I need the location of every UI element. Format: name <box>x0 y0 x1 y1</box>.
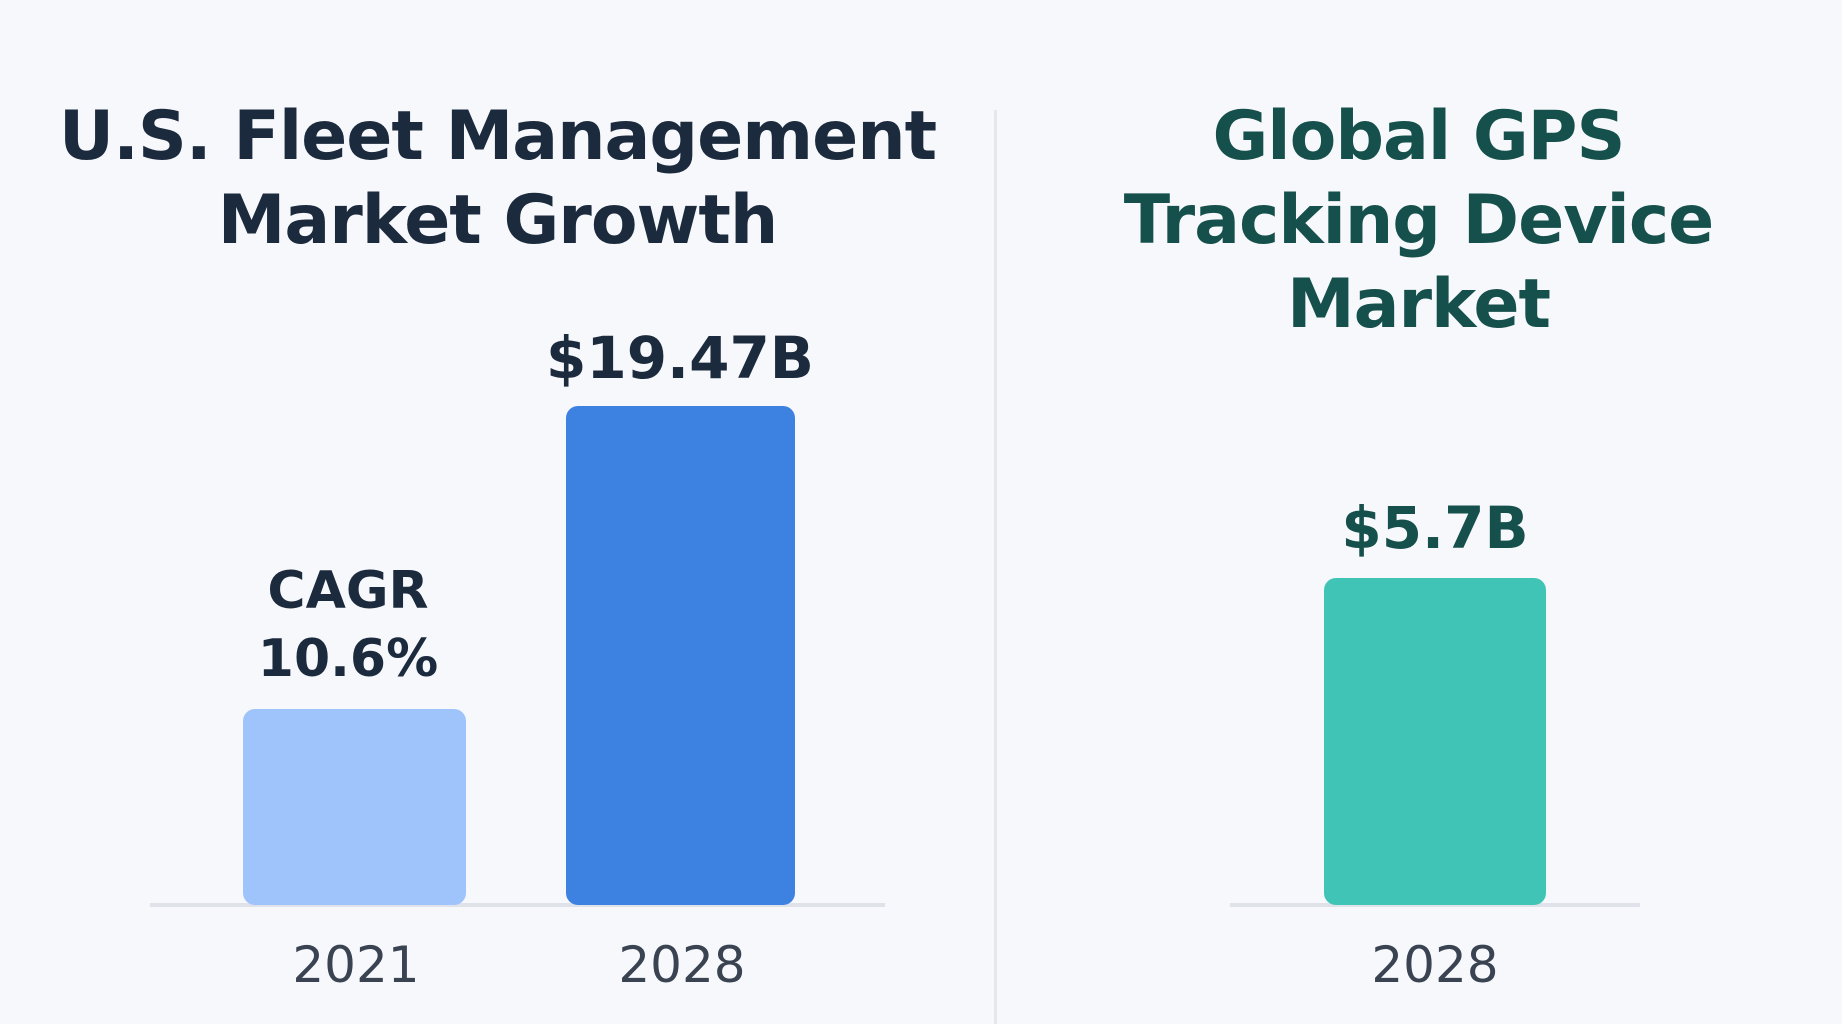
chart-title-line: Market Growth <box>217 181 779 260</box>
chart-title-line: Tracking Device <box>1123 181 1715 260</box>
chart-title: Global GPS Tracking Device Market <box>995 95 1842 347</box>
cagr-annotation-value: 10.6% <box>258 629 438 689</box>
x-tick-label-2028: 2028 <box>618 936 745 994</box>
x-tick-label-2028: 2028 <box>1371 936 1498 994</box>
gps-tracking-bar-chart: $5.7B 2028 <box>1230 494 1640 994</box>
bar-2028 <box>566 406 795 905</box>
bar-2021 <box>243 709 466 905</box>
fleet-management-bar-chart: $19.47B CAGR 10.6% 2021 2028 <box>150 324 885 994</box>
bar-2028 <box>1324 578 1546 905</box>
chart-title-line: Market <box>1286 265 1551 344</box>
chart-title-line: Global GPS <box>1212 97 1625 176</box>
fleet-management-chart-panel: U.S. Fleet Management Market Growth $19.… <box>0 95 995 994</box>
cagr-annotation-label: CAGR <box>267 561 428 621</box>
bar-value-label-2028: $19.47B <box>546 324 814 392</box>
bar-value-label-2028: $5.7B <box>1341 494 1528 562</box>
chart-title: U.S. Fleet Management Market Growth <box>0 95 995 263</box>
panel-divider <box>994 110 997 1024</box>
x-tick-label-2021: 2021 <box>292 936 419 994</box>
chart-title-line: U.S. Fleet Management <box>58 97 937 176</box>
gps-tracking-chart-panel: Global GPS Tracking Device Market $5.7B … <box>995 0 1842 1024</box>
